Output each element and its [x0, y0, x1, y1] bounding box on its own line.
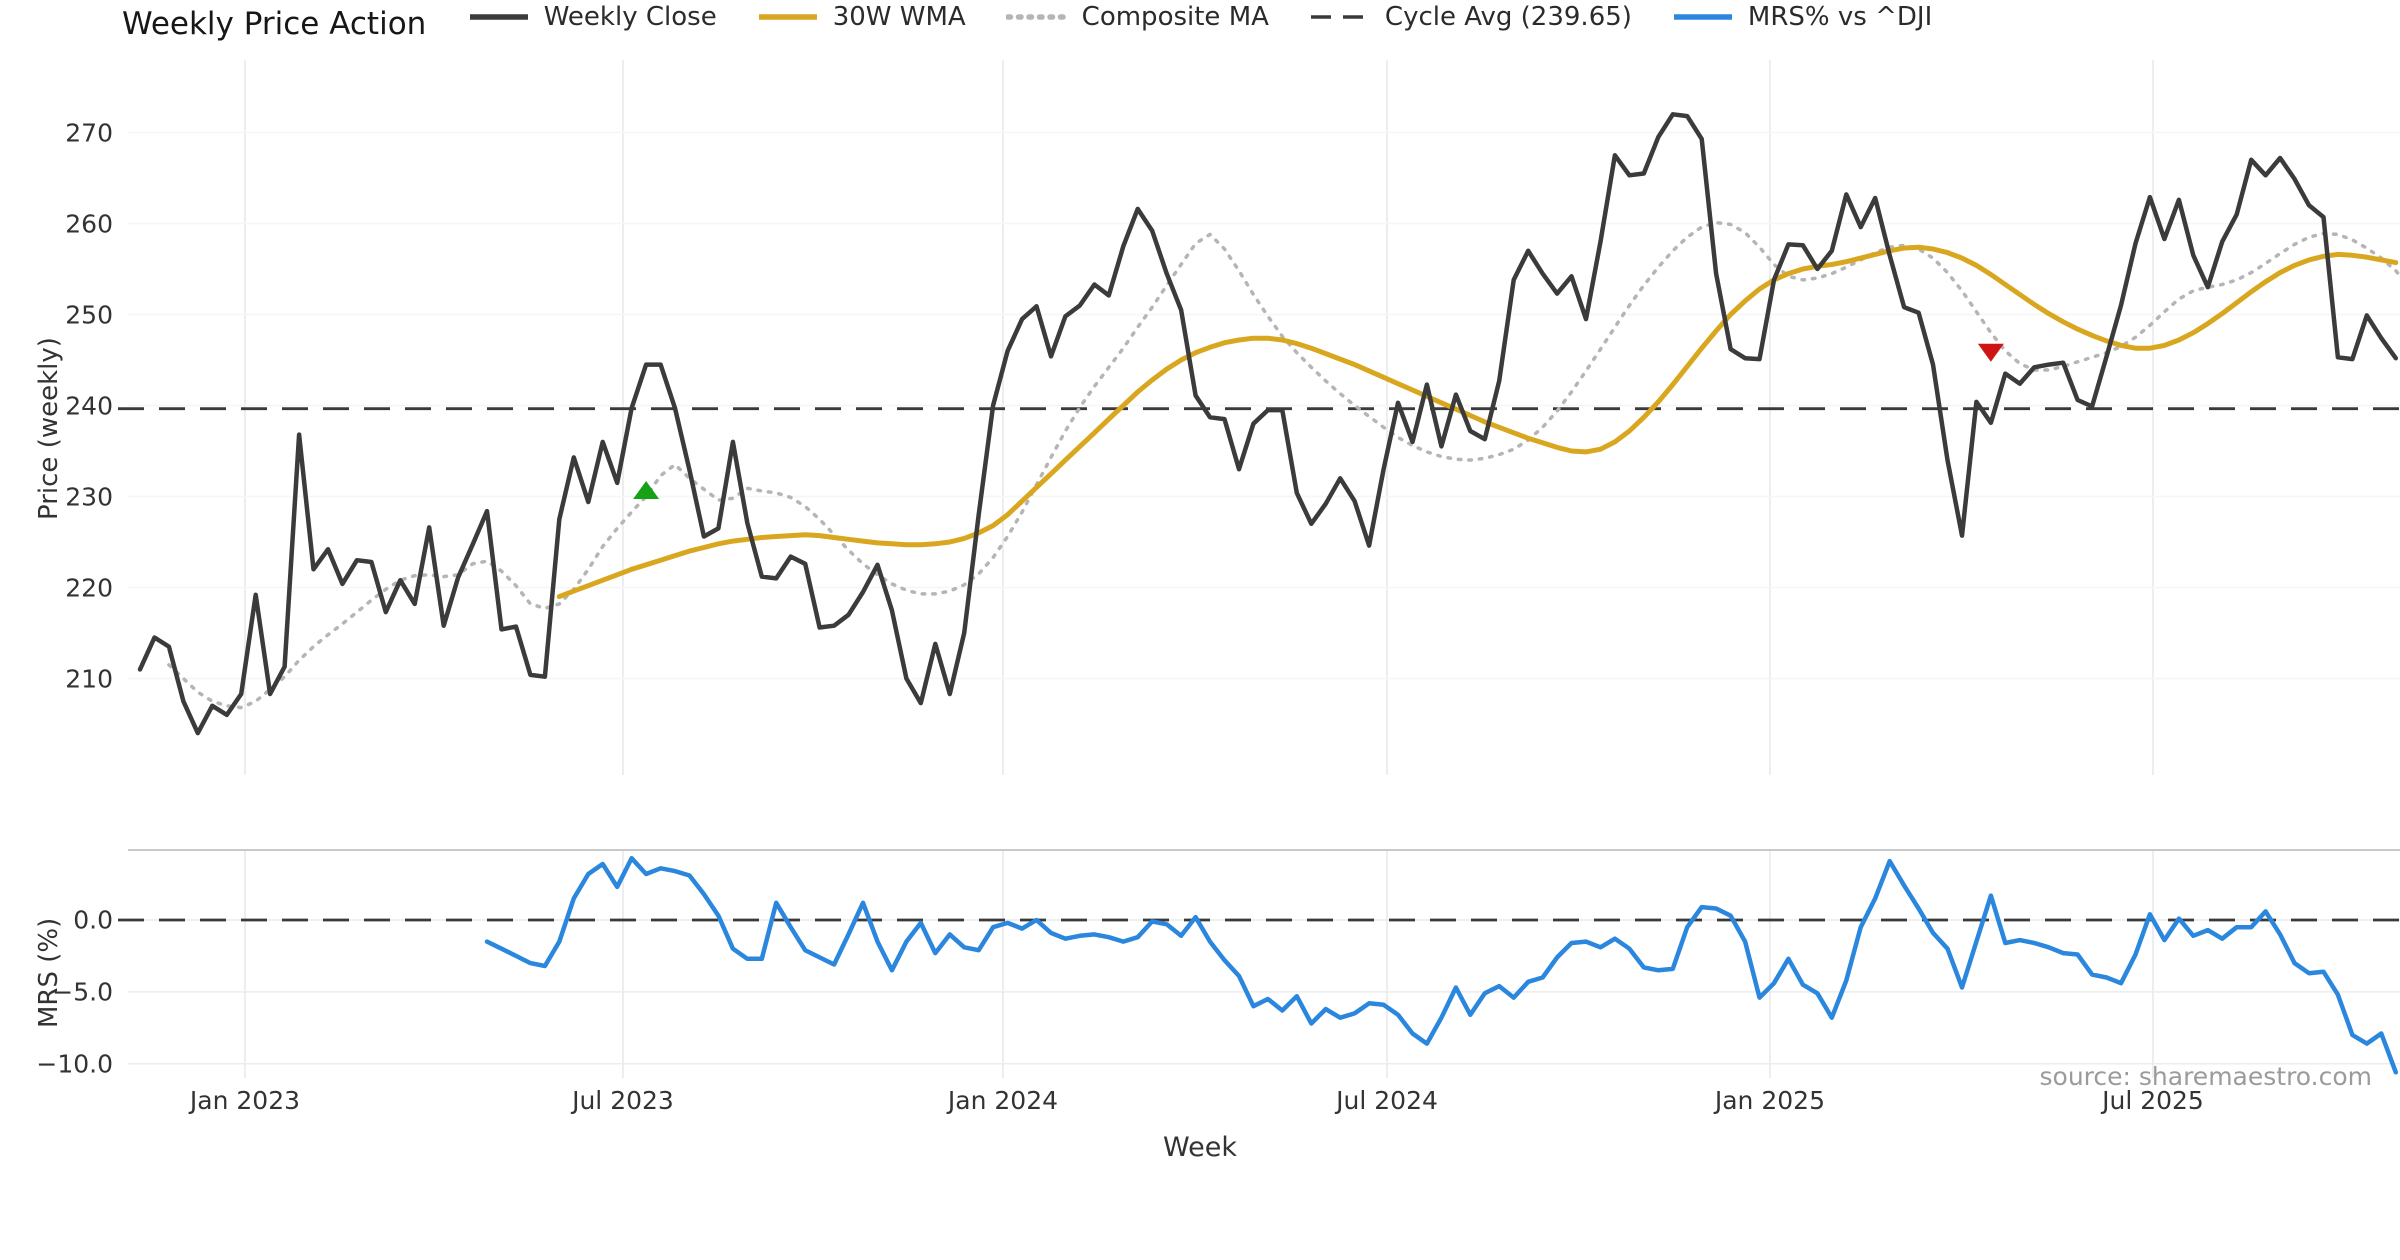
legend-line-sample-icon: [1005, 14, 1068, 20]
legend-label: Weekly Close: [543, 2, 717, 32]
buy-signal-marker-icon: [633, 481, 660, 500]
legend-item-0[interactable]: Weekly Close: [468, 0, 717, 34]
sell-signal-marker-icon: [1977, 343, 2004, 362]
price-tick-250: 250: [65, 300, 113, 329]
price-tick-220: 220: [65, 573, 113, 602]
legend-line-sample-icon: [1310, 15, 1369, 19]
mrs-line: [484, 855, 2399, 1075]
price-tick-270: 270: [65, 118, 113, 147]
legend-label: Cycle Avg (239.65): [1384, 2, 1632, 32]
wma-line: [556, 244, 2399, 600]
legend-item-4[interactable]: MRS% vs ^DJI: [1672, 0, 1932, 34]
price-tick-210: 210: [65, 664, 113, 693]
x-tick-jan-2025: Jan 2025: [1714, 1086, 1825, 1115]
legend-label: 30W WMA: [832, 2, 966, 32]
legend-line-sample-icon: [758, 14, 817, 20]
x-tick-jan-2023: Jan 2023: [189, 1086, 301, 1115]
mrs-tick-0: 0.0: [73, 905, 113, 935]
price-tick-240: 240: [65, 391, 113, 420]
price-tick-230: 230: [65, 482, 113, 511]
chart-title: Weekly Price Action: [122, 6, 427, 42]
price-tick-260: 260: [65, 209, 113, 238]
legend-item-2[interactable]: Composite MA: [1005, 0, 1269, 34]
legend-line-sample-icon: [469, 14, 528, 20]
x-tick-jul-2023: Jul 2023: [572, 1086, 674, 1115]
legend-label: MRS% vs ^DJI: [1747, 2, 1933, 32]
mrs-tick-2: −10.0: [36, 1049, 113, 1079]
composite-ma-line: [167, 220, 2400, 710]
legend-item-3[interactable]: Cycle Avg (239.65): [1309, 0, 1632, 34]
x-tick-jul-2024: Jul 2024: [1336, 1086, 1438, 1115]
weekly-close-line: [137, 112, 2399, 736]
legend-label: Composite MA: [1081, 2, 1269, 32]
legend-line-sample-icon: [1673, 14, 1732, 20]
mrs-tick-1: −5.0: [52, 977, 113, 1007]
legend-item-1[interactable]: 30W WMA: [757, 0, 966, 34]
legend: Weekly Close 30W WMA Composite MA Cycle Avg…: [0, 0, 2400, 34]
x-tick-jan-2024: Jan 2024: [947, 1086, 1059, 1115]
x-tick-jul-2025: Jul 2025: [2102, 1086, 2204, 1115]
x-axis-label: Week: [1163, 1132, 1237, 1163]
source-credit: source: sharemaestro.com: [2039, 1062, 2373, 1091]
